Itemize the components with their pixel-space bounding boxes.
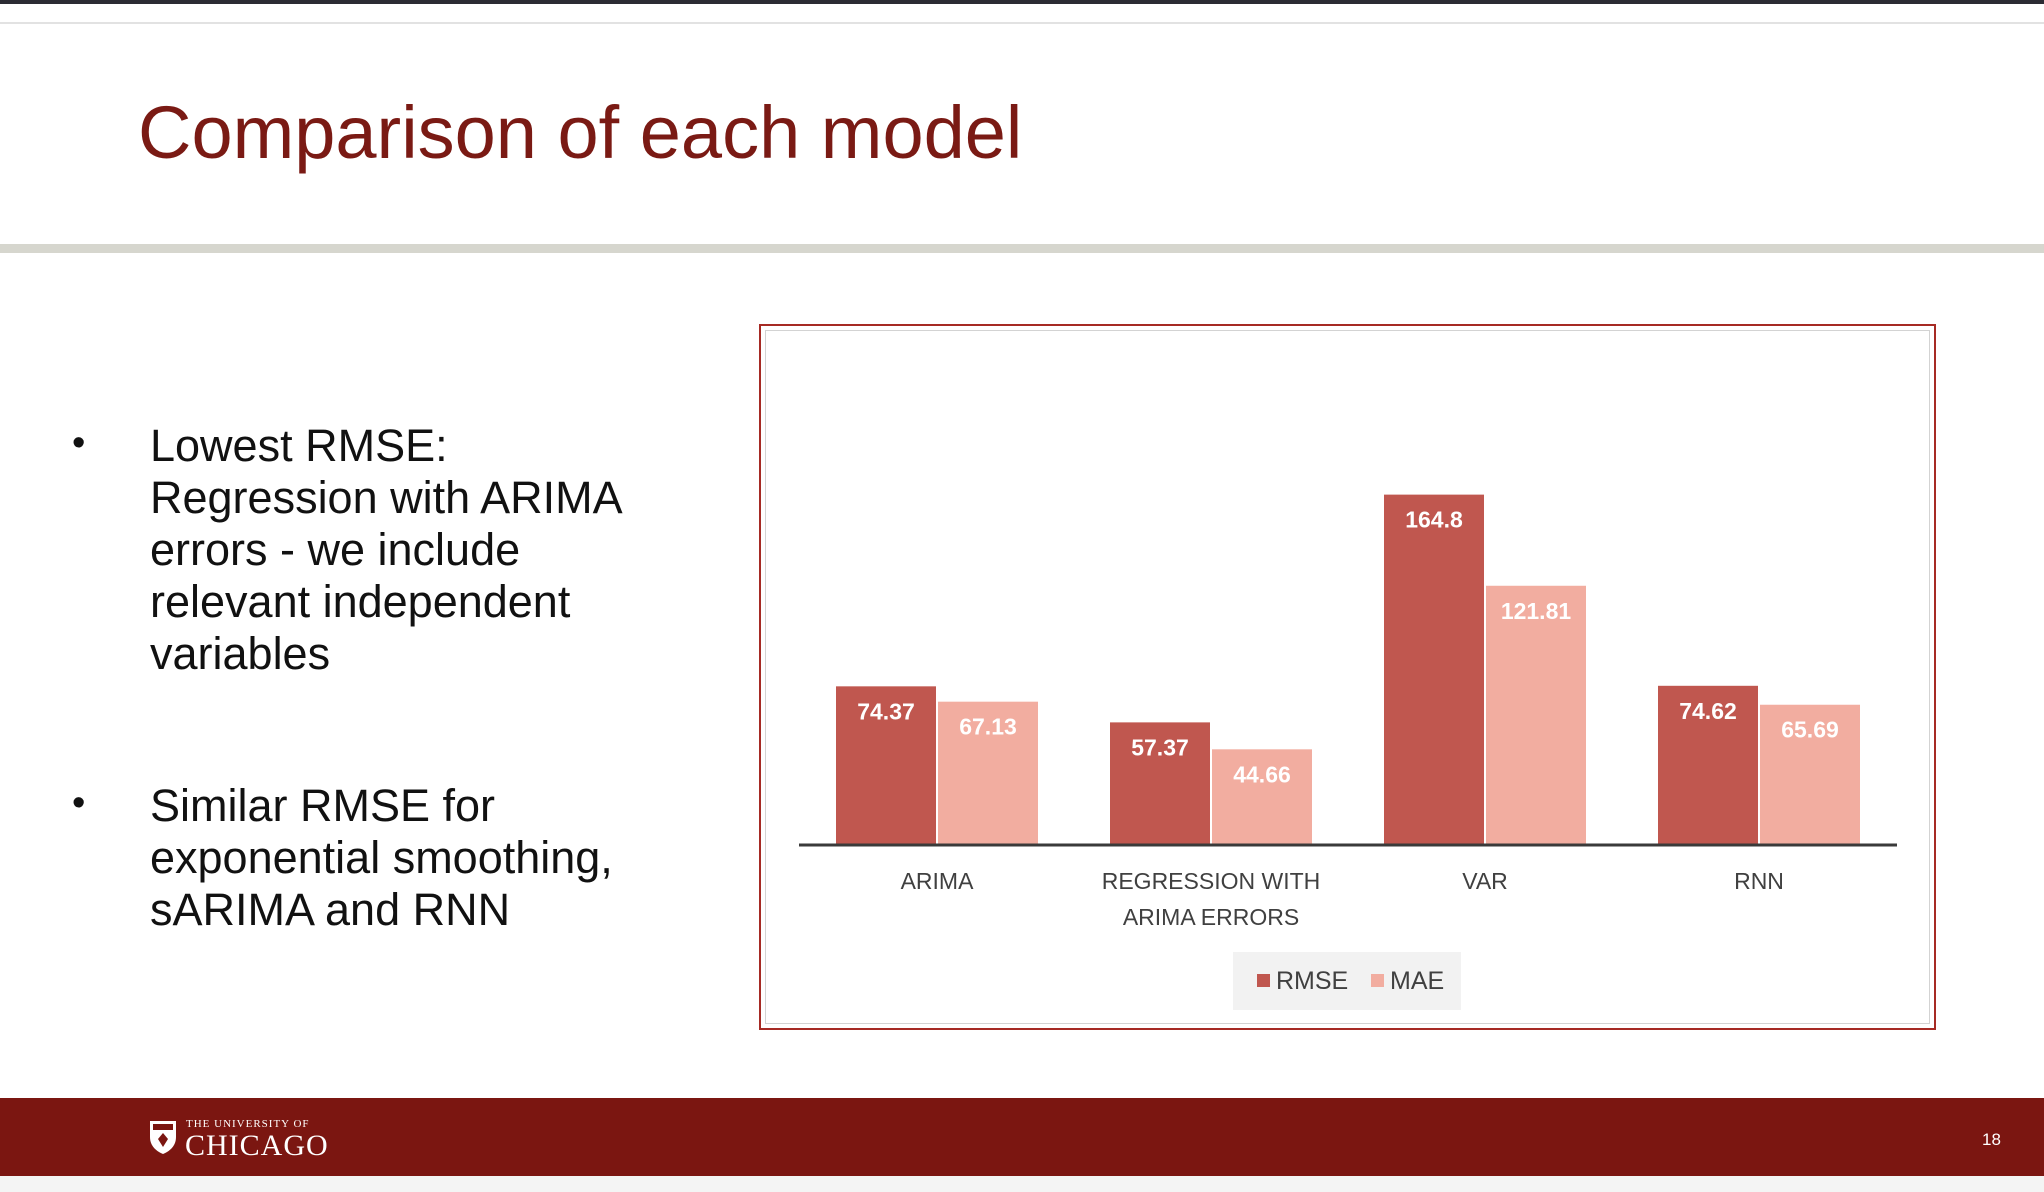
x-tick-label: RNN bbox=[1734, 868, 1784, 894]
data-label: 121.81 bbox=[1501, 598, 1572, 624]
x-tick-label: REGRESSION WITH bbox=[1102, 868, 1321, 894]
x-tick-label: VAR bbox=[1462, 868, 1508, 894]
bar-chart: 74.37 57.37 164.8 74.62 67.13 44.66 121.81 65.6… bbox=[799, 494, 1897, 1010]
data-label: 74.37 bbox=[857, 698, 915, 724]
chart-frame: 74.37 57.37 164.8 74.62 67.13 44.66 121.81 65.6… bbox=[759, 324, 1936, 1030]
bullet-symbol: • bbox=[72, 782, 86, 824]
slide-title: Comparison of each model bbox=[138, 91, 1023, 174]
data-label: 57.37 bbox=[1131, 734, 1189, 760]
data-label: 67.13 bbox=[959, 714, 1017, 740]
university-logo: THE UNIVERSITY OF CHICAGO bbox=[148, 1117, 338, 1162]
legend-label: MAE bbox=[1390, 967, 1444, 995]
bar-rmse bbox=[1110, 722, 1210, 844]
legend-box bbox=[1233, 952, 1461, 1010]
data-label: 65.69 bbox=[1781, 717, 1839, 743]
data-label: 44.66 bbox=[1233, 761, 1291, 787]
header-divider bbox=[0, 244, 2044, 253]
chart-area bbox=[765, 330, 1930, 1024]
bar-rmse bbox=[836, 686, 936, 844]
logo-line1: THE UNIVERSITY OF bbox=[186, 1118, 310, 1130]
bar-mae bbox=[1486, 585, 1586, 844]
bar-rmse bbox=[1384, 494, 1484, 844]
bar-rmse bbox=[1658, 685, 1758, 844]
top-border bbox=[0, 0, 2044, 4]
bar-mae bbox=[1212, 749, 1312, 844]
bar-mae bbox=[1760, 704, 1860, 844]
data-label: 164.8 bbox=[1405, 507, 1463, 533]
footer-bar bbox=[0, 1098, 2044, 1176]
bullet-symbol: • bbox=[72, 422, 86, 464]
x-tick-label: ARIMA bbox=[901, 868, 975, 894]
top-rule bbox=[0, 22, 2044, 24]
bar-mae bbox=[938, 701, 1038, 844]
bullet-text: Lowest RMSE: Regression with ARIMA error… bbox=[150, 420, 623, 679]
page-number: 18 bbox=[1982, 1130, 2001, 1149]
data-label: 74.62 bbox=[1679, 698, 1737, 724]
legend-swatch-rmse bbox=[1257, 974, 1270, 987]
legend-label: RMSE bbox=[1276, 967, 1348, 995]
footer-strip bbox=[0, 1176, 2044, 1192]
bullet-text: Similar RMSE for exponential smoothing, … bbox=[150, 780, 613, 935]
logo-line2: CHICAGO bbox=[185, 1129, 329, 1162]
legend-swatch-mae bbox=[1371, 974, 1384, 987]
x-tick-label: ARIMA ERRORS bbox=[1123, 904, 1299, 930]
university-shield-icon bbox=[150, 1121, 176, 1154]
